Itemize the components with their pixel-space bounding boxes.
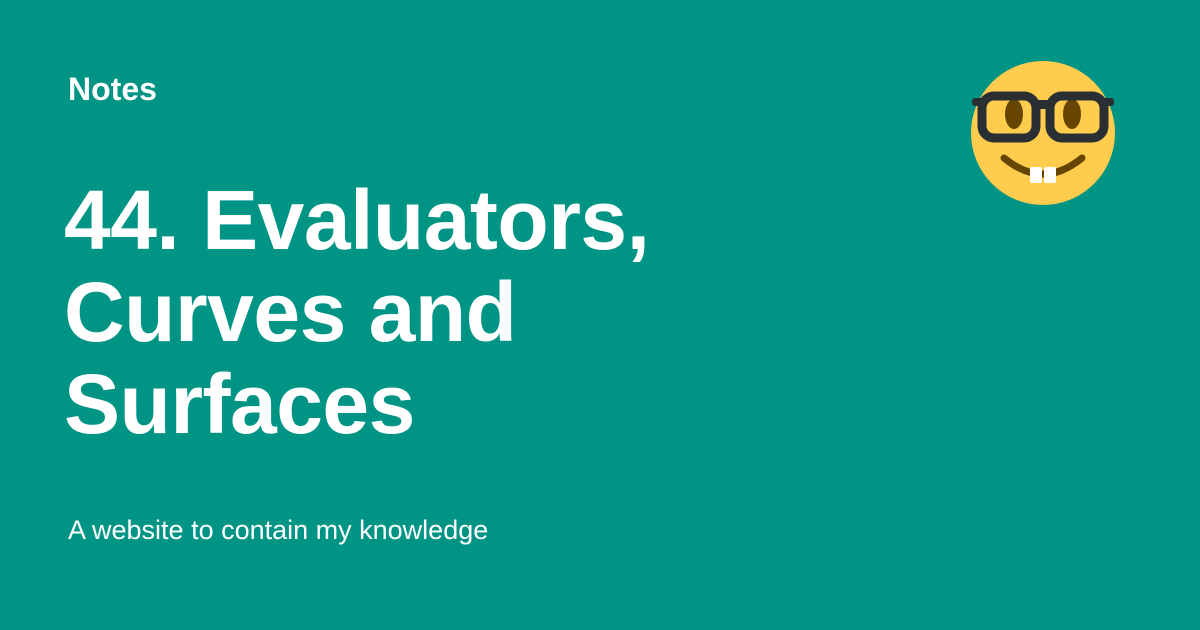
site-tagline: A website to contain my knowledge xyxy=(68,515,489,545)
page-title-line-2: Curves and xyxy=(64,265,517,359)
page-title-line-1: 44. Evaluators, xyxy=(64,173,650,267)
page-title-line-3: Surfaces xyxy=(64,357,415,451)
site-name: Notes xyxy=(68,71,157,107)
nerd-face-emoji-icon xyxy=(968,58,1118,208)
page-title: 44. Evaluators, Curves and Surfaces xyxy=(64,174,884,450)
